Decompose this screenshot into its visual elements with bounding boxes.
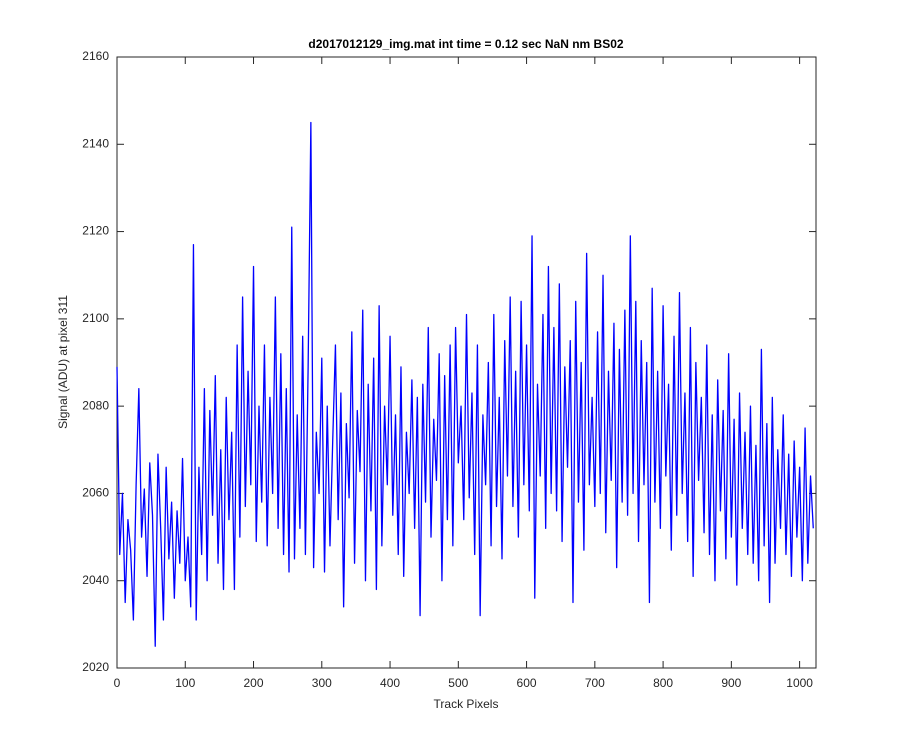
y-axis-label: Signal (ADU) at pixel 311 bbox=[56, 295, 70, 429]
x-tick-label: 0 bbox=[114, 676, 121, 690]
data-line bbox=[116, 121, 814, 647]
y-tick-label: 2140 bbox=[82, 136, 109, 150]
plot-box bbox=[116, 56, 817, 669]
y-tick-label: 2040 bbox=[82, 573, 109, 587]
x-tick-label: 1000 bbox=[786, 676, 813, 690]
x-tick-label: 300 bbox=[312, 676, 332, 690]
x-tick-label: 500 bbox=[448, 676, 468, 690]
x-tick-label: 700 bbox=[585, 676, 605, 690]
x-tick-label: 600 bbox=[517, 676, 537, 690]
x-axis-label: Track Pixels bbox=[434, 697, 499, 711]
y-tick-label: 2100 bbox=[82, 311, 109, 325]
y-tick-label: 2120 bbox=[82, 224, 109, 238]
x-tick-label: 200 bbox=[244, 676, 264, 690]
y-tick-label: 2060 bbox=[82, 486, 109, 500]
chart-title: d2017012129_img.mat int time = 0.12 sec … bbox=[308, 37, 623, 51]
x-tick-label: 400 bbox=[380, 676, 400, 690]
y-tick-label: 2020 bbox=[82, 660, 109, 674]
x-tick-label: 900 bbox=[721, 676, 741, 690]
y-tick-label: 2160 bbox=[82, 49, 109, 63]
x-tick-label: 800 bbox=[653, 676, 673, 690]
x-tick-label: 100 bbox=[175, 676, 195, 690]
y-tick-label: 2080 bbox=[82, 398, 109, 412]
